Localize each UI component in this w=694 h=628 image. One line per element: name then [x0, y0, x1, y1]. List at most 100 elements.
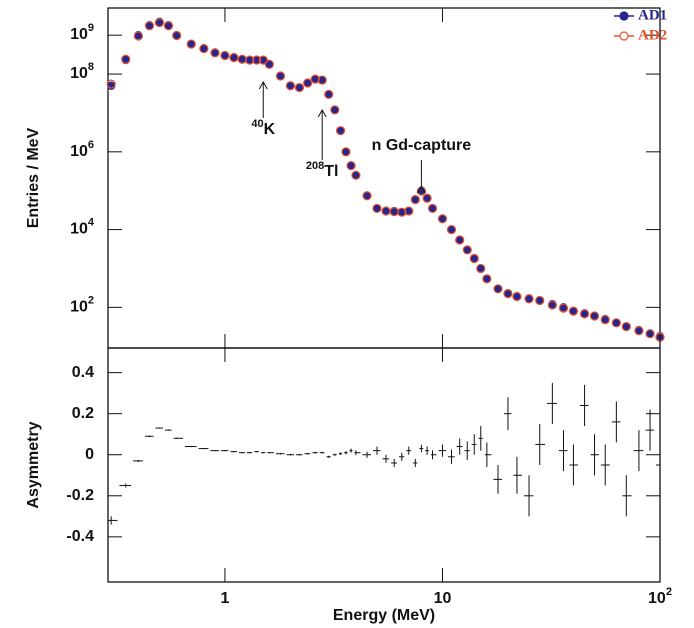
data-point	[462, 245, 472, 255]
asymmetry-point	[413, 458, 418, 468]
arrow-head	[258, 80, 268, 90]
asymmetry-point	[239, 452, 245, 454]
data-point	[579, 309, 590, 319]
data-point	[324, 89, 334, 99]
asymmetry-point	[569, 444, 579, 486]
data-point	[258, 55, 268, 65]
asymmetry-point	[513, 456, 522, 494]
asymmetry-point	[155, 427, 163, 429]
asymmetry-point	[503, 397, 512, 431]
tick-label: 109	[70, 22, 94, 43]
y-axis-title: Asymmetry	[25, 421, 42, 508]
asymmetry-point	[471, 434, 477, 455]
tick-label-exponent: 4	[88, 216, 95, 228]
asymmetry-point	[164, 429, 172, 431]
data-point	[404, 206, 414, 216]
tick-label-base: 10	[70, 26, 88, 43]
data-point	[172, 30, 182, 41]
annotation-label: n Gd-capture	[372, 137, 472, 154]
asymmetry-point	[419, 444, 424, 453]
tick-label-exponent: 8	[88, 61, 94, 73]
legend-marker	[619, 11, 629, 21]
tick-label: 102	[70, 294, 94, 315]
asymmetry-point	[447, 449, 455, 464]
asymmetry-point	[133, 459, 143, 462]
data-point	[275, 71, 286, 81]
tick-label: 0	[85, 446, 94, 463]
y-axis-title: Entries / MeV	[25, 127, 42, 228]
annotation-label: Tl	[324, 163, 338, 180]
asymmetry-point	[456, 438, 463, 455]
data-point	[372, 203, 382, 214]
tick-label-base: 10	[70, 299, 88, 316]
data-point	[535, 295, 545, 306]
tick-label-base: 10	[648, 590, 666, 607]
asymmetry-point	[558, 430, 568, 472]
data-point	[303, 78, 313, 88]
data-point	[264, 59, 274, 69]
asymmetry-point	[478, 426, 483, 451]
asymmetry-point	[295, 453, 303, 456]
asymmetry-point	[338, 452, 343, 455]
tick-label: 10	[434, 590, 452, 607]
data-point	[469, 253, 479, 264]
data-point	[558, 303, 569, 313]
asymmetry-point	[656, 444, 661, 486]
asymmetry-point	[406, 446, 412, 455]
tick-label: 102	[648, 586, 672, 607]
annotation-exponent: 208	[306, 160, 324, 172]
asymmetry-point	[332, 453, 337, 456]
data-point	[133, 31, 143, 41]
tick-label-exponent: 2	[666, 586, 672, 598]
data-point	[362, 191, 372, 201]
tick-label: 0.2	[72, 405, 94, 422]
asymmetry-point	[398, 452, 405, 461]
asymmetry-point	[464, 441, 470, 460]
tick-label: -0.4	[66, 528, 94, 545]
asymmetry-point	[144, 435, 154, 438]
asymmetry-point	[493, 465, 502, 494]
asymmetry-point	[382, 454, 390, 463]
asymmetry-point	[275, 452, 285, 455]
data-point	[199, 44, 209, 54]
asymmetry-point	[645, 409, 655, 451]
data-point	[427, 203, 438, 214]
asymmetry-point	[230, 451, 238, 453]
data-point	[645, 329, 655, 339]
asymmetry-point	[547, 382, 557, 424]
tick-label: 108	[70, 61, 94, 82]
data-point	[503, 289, 513, 299]
asymmetry-point	[391, 458, 397, 468]
arrow-head	[317, 108, 327, 118]
data-point	[437, 214, 448, 224]
arrow-head	[416, 184, 426, 194]
asymmetry-point	[611, 401, 621, 443]
data-point	[634, 326, 644, 336]
asymmetry-point	[362, 451, 372, 458]
tick-label: 104	[70, 216, 95, 237]
tick-label: 0.4	[72, 364, 94, 381]
tick-label: 1	[220, 590, 229, 607]
asymmetry-point	[430, 450, 437, 460]
asymmetry-point	[354, 450, 361, 456]
tick-label-exponent: 2	[88, 294, 94, 306]
tick-label-base: 10	[70, 65, 88, 82]
asymmetry-point	[210, 450, 219, 452]
asymmetry-point	[220, 450, 229, 452]
data-point	[285, 81, 296, 91]
data-point	[330, 105, 340, 115]
legend-label: AD2	[638, 27, 667, 43]
annotation: 208Tl	[306, 160, 339, 180]
asymmetry-point	[260, 452, 266, 454]
data-point	[294, 82, 305, 93]
data-point	[186, 39, 196, 49]
data-point	[397, 207, 407, 217]
asymmetry-point	[198, 447, 209, 450]
data-point	[245, 55, 255, 65]
asymmetry-point	[304, 452, 311, 455]
asymmetry-point	[523, 475, 534, 517]
data-point	[547, 300, 557, 310]
data-point	[154, 18, 165, 28]
asymmetry-point	[326, 455, 331, 458]
